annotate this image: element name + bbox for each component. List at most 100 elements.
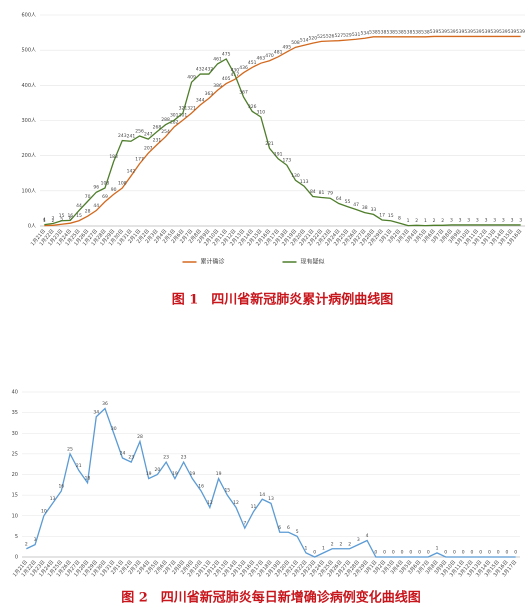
data-label: 409 xyxy=(187,75,196,81)
data-label: 19 xyxy=(172,471,178,477)
data-label: 0 xyxy=(479,550,482,556)
y-tick-label: 10 xyxy=(12,513,18,519)
data-label: 432 xyxy=(205,67,214,73)
data-label: 1 xyxy=(436,545,439,551)
data-label: 363 xyxy=(205,91,214,97)
data-label: 30 xyxy=(111,426,117,432)
data-label: 2 xyxy=(331,541,334,547)
data-label: 0 xyxy=(444,550,447,556)
data-label: 4 xyxy=(43,217,46,223)
data-label: 69 xyxy=(102,194,108,200)
data-label: 34 xyxy=(93,409,99,415)
data-label: 1 xyxy=(305,545,308,551)
data-label: 508 xyxy=(291,40,300,46)
data-label: 3 xyxy=(357,537,360,543)
y-tick-label: 400人 xyxy=(21,83,36,89)
data-label: 36 xyxy=(102,401,108,407)
data-label: 386 xyxy=(213,83,222,89)
data-label: 173 xyxy=(283,158,292,164)
data-label: 3 xyxy=(485,217,488,223)
data-label: 539 xyxy=(447,29,456,35)
data-label: 64 xyxy=(336,196,342,202)
data-label: 3 xyxy=(34,537,37,543)
data-label: 3 xyxy=(476,217,479,223)
data-label: 2 xyxy=(339,541,342,547)
data-label: 301 xyxy=(170,113,179,119)
y-tick-label: 35 xyxy=(12,410,18,416)
data-label: 130 xyxy=(291,173,300,179)
data-label: 23 xyxy=(181,455,187,461)
data-label: 321 xyxy=(187,106,196,112)
data-label: 2 xyxy=(441,218,444,224)
data-label: 1 xyxy=(424,218,427,224)
data-label: 463 xyxy=(257,56,266,62)
data-label: 81 xyxy=(319,190,325,196)
data-label: 3 xyxy=(519,217,522,223)
data-label: 321 xyxy=(179,106,188,112)
data-label: 256 xyxy=(135,128,144,134)
y-tick-label: 20 xyxy=(12,472,18,478)
data-label: 108 xyxy=(118,181,127,187)
data-label: 534 xyxy=(360,31,369,37)
data-line xyxy=(26,407,516,558)
data-label: 0 xyxy=(392,550,395,556)
data-label: 0 xyxy=(313,550,316,556)
y-tick-label: 15 xyxy=(12,493,18,499)
data-label: 268 xyxy=(153,124,162,130)
data-label: 282 xyxy=(170,119,179,125)
data-label: 1 xyxy=(322,545,325,551)
data-label: 79 xyxy=(327,191,333,197)
data-label: 0 xyxy=(462,550,465,556)
data-label: 20 xyxy=(155,467,161,473)
y-tick-label: 0 xyxy=(15,555,18,561)
data-label: 539 xyxy=(430,29,439,35)
data-label: 254 xyxy=(161,129,170,135)
data-line xyxy=(44,58,521,227)
data-label: 0 xyxy=(383,550,386,556)
data-label: 344 xyxy=(196,98,205,104)
data-label: 28 xyxy=(85,209,91,215)
data-label: 5 xyxy=(60,217,63,223)
data-label: 0 xyxy=(497,550,500,556)
data-label: 44 xyxy=(93,203,99,209)
data-label: 15 xyxy=(59,213,65,219)
data-label: 0 xyxy=(427,550,430,556)
data-label: 2 xyxy=(433,218,436,224)
data-label: 2 xyxy=(52,218,55,224)
data-label: 21 xyxy=(76,463,82,469)
y-tick-label: 100人 xyxy=(21,188,36,194)
data-label: 326 xyxy=(248,104,257,110)
data-label: 10 xyxy=(41,508,47,514)
data-label: 70 xyxy=(85,194,91,200)
data-label: 11 xyxy=(251,504,257,510)
data-label: 108 xyxy=(101,181,110,187)
data-label: 481 xyxy=(274,49,283,55)
data-label: 539 xyxy=(499,29,508,35)
data-label: 0 xyxy=(418,550,421,556)
data-label: 38 xyxy=(362,205,368,211)
data-label: 436 xyxy=(239,65,248,71)
legend-label: 现有疑似 xyxy=(301,258,325,266)
data-label: 25 xyxy=(67,446,73,452)
data-label: 451 xyxy=(248,60,257,66)
data-label: 461 xyxy=(213,56,222,62)
data-label: 28 xyxy=(137,434,143,440)
data-label: 7 xyxy=(243,521,246,527)
data-label: 13 xyxy=(50,496,56,502)
data-label: 3 xyxy=(467,217,470,223)
data-label: 2 xyxy=(415,218,418,224)
data-label: 96 xyxy=(93,185,99,191)
data-label: 16 xyxy=(67,213,73,219)
data-label: 0 xyxy=(374,550,377,556)
data-label: 0 xyxy=(453,550,456,556)
data-label: 475 xyxy=(222,51,231,57)
data-label: 0 xyxy=(471,550,474,556)
data-label: 7 xyxy=(52,216,55,222)
y-tick-label: 40 xyxy=(12,390,18,396)
data-label: 310 xyxy=(257,109,266,115)
data-label: 113 xyxy=(300,179,309,185)
data-label: 539 xyxy=(516,29,525,35)
data-label: 14 xyxy=(259,492,265,498)
data-label: 15 xyxy=(76,213,82,219)
